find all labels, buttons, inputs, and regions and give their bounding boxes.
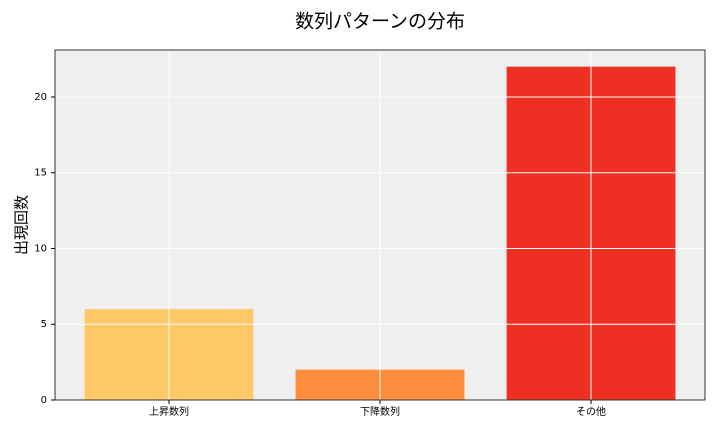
- x-tick-label: 上昇数列: [149, 405, 189, 418]
- y-tick-label: 15: [34, 168, 47, 179]
- y-tick-label: 0: [41, 395, 47, 406]
- y-axis-label: 出現回数: [13, 195, 31, 255]
- y-tick-label: 10: [34, 243, 47, 254]
- x-tick-label: 下降数列: [360, 405, 400, 418]
- x-tick-label: その他: [576, 405, 606, 418]
- y-tick-label: 20: [34, 92, 47, 103]
- plot-frame: [54, 49, 706, 401]
- chart-title: 数列パターンの分布: [295, 11, 465, 33]
- y-tick-label: 5: [41, 319, 47, 330]
